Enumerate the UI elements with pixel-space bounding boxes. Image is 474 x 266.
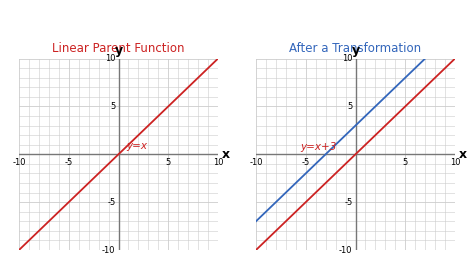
Text: 10: 10 <box>450 158 460 167</box>
Text: x: x <box>222 148 230 161</box>
Text: y=x: y=x <box>127 142 147 152</box>
Text: x: x <box>459 148 467 161</box>
Title: Linear Parent Function: Linear Parent Function <box>52 41 185 55</box>
Text: -10: -10 <box>249 158 263 167</box>
Text: 5: 5 <box>402 158 408 167</box>
Text: 10: 10 <box>213 158 223 167</box>
Text: y: y <box>351 44 360 57</box>
Text: -10: -10 <box>102 246 116 255</box>
Text: -10: -10 <box>12 158 26 167</box>
Text: 5: 5 <box>165 158 171 167</box>
Text: 5: 5 <box>347 102 353 111</box>
Text: -5: -5 <box>344 198 353 207</box>
Text: 10: 10 <box>342 54 353 63</box>
Text: y=x+3: y=x+3 <box>301 143 337 152</box>
Title: After a Transformation: After a Transformation <box>290 41 421 55</box>
Text: y: y <box>114 44 123 57</box>
Text: -10: -10 <box>339 246 353 255</box>
Text: -5: -5 <box>107 198 116 207</box>
Text: -5: -5 <box>301 158 310 167</box>
Text: -5: -5 <box>64 158 73 167</box>
Text: 10: 10 <box>105 54 116 63</box>
Text: 5: 5 <box>110 102 116 111</box>
